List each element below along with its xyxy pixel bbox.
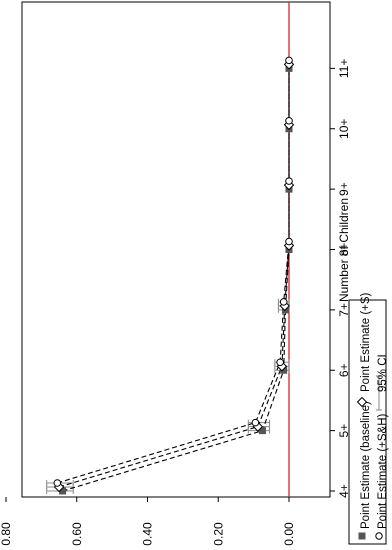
- value-tick-label: 0.20: [211, 522, 225, 546]
- legend-symbol-circle: [375, 532, 383, 540]
- category-tick-label: 4+: [337, 484, 351, 498]
- marker-circle: [251, 418, 260, 427]
- legend-symbol-square: [358, 532, 366, 540]
- legend-label: Point Estimate (+S): [360, 292, 372, 392]
- legend-label: 95% CI: [377, 354, 389, 392]
- value-tick-label: 0.60: [70, 522, 84, 546]
- marker-circle: [285, 177, 293, 185]
- legend-symbol-diamond: [356, 396, 368, 408]
- category-tick-label: 8+: [337, 243, 351, 257]
- legend-label: Point Estimate (+S&H): [377, 413, 389, 529]
- marker-circle: [285, 56, 293, 65]
- legend-box: [348, 299, 387, 545]
- category-tick-label: 6+: [337, 363, 351, 377]
- value-tick-label: 0.40: [141, 522, 155, 546]
- marker-circle: [285, 237, 293, 246]
- marker-circle: [285, 116, 293, 125]
- marker-circle: [53, 479, 62, 487]
- marker-circle: [279, 298, 288, 306]
- value-tick-label: 0.80: [0, 522, 13, 546]
- category-tick-label: 10+: [337, 119, 351, 139]
- marker-square: [258, 427, 266, 435]
- marker-square: [59, 487, 67, 495]
- legend-label: Point Estimate (baseline): [360, 401, 372, 529]
- marker-circle: [276, 358, 284, 367]
- marker-square: [280, 366, 288, 374]
- category-tick-label: 5+: [337, 424, 351, 438]
- category-tick-label: 9+: [337, 182, 351, 196]
- x-axis-title: Number of Children: [337, 198, 351, 302]
- category-tick-label: 7+: [337, 303, 351, 317]
- category-tick-label: 11+: [337, 59, 351, 78]
- value-tick-label: 0.00: [282, 522, 296, 546]
